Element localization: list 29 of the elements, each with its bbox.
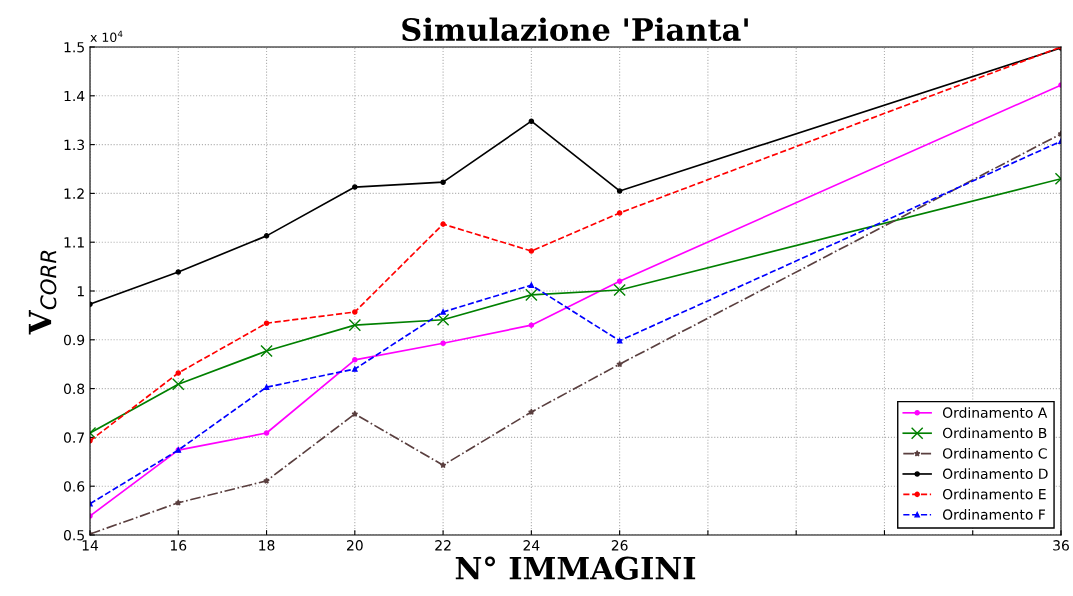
legend-label: Ordinamento C — [942, 447, 1047, 459]
x-tick-label: 24 — [523, 540, 540, 551]
y-tick-label: 1.3 — [64, 139, 85, 151]
legend-label: Ordinamento A — [942, 407, 1048, 418]
y-tick-label: 1.2 — [64, 188, 84, 199]
y-tick-label: 0.9 — [63, 334, 85, 346]
y-tick-label: 0.6 — [63, 481, 85, 492]
y-tick-label: 0.5 — [63, 529, 84, 541]
x-tick-label: 26 — [611, 540, 628, 551]
x-tick-label: 20 — [347, 540, 363, 551]
x-axis-title: N° IMMAGINI — [455, 556, 696, 580]
y-tick-label: 0.7 — [63, 432, 84, 443]
legend-label: Ordinamento E — [942, 488, 1046, 500]
x-tick-label: 22 — [435, 540, 451, 551]
y-axis-title: V$_{CORR}$ — [28, 250, 57, 335]
x-tick-label: 14 — [82, 540, 99, 551]
x-tick-label: 18 — [259, 540, 275, 551]
legend-label: Ordinamento F — [942, 509, 1045, 520]
legend-label: Ordinamento D — [942, 468, 1048, 480]
y-tick-label: 1.5 — [64, 42, 84, 53]
text: x 10$^{4}$ — [90, 30, 123, 43]
y-tick-label: 1.4 — [64, 90, 85, 102]
x-tick-label: 36 — [1053, 540, 1069, 551]
legend-label: Ordinamento B — [942, 427, 1047, 439]
y-tick-label: 0.8 — [63, 383, 85, 395]
y-tick-label: 1 — [77, 286, 84, 297]
y-tick-label: 1.1 — [64, 237, 84, 248]
x-tick-label: 16 — [170, 540, 187, 551]
chart-title: Simulazione 'Pianta' — [402, 17, 748, 42]
